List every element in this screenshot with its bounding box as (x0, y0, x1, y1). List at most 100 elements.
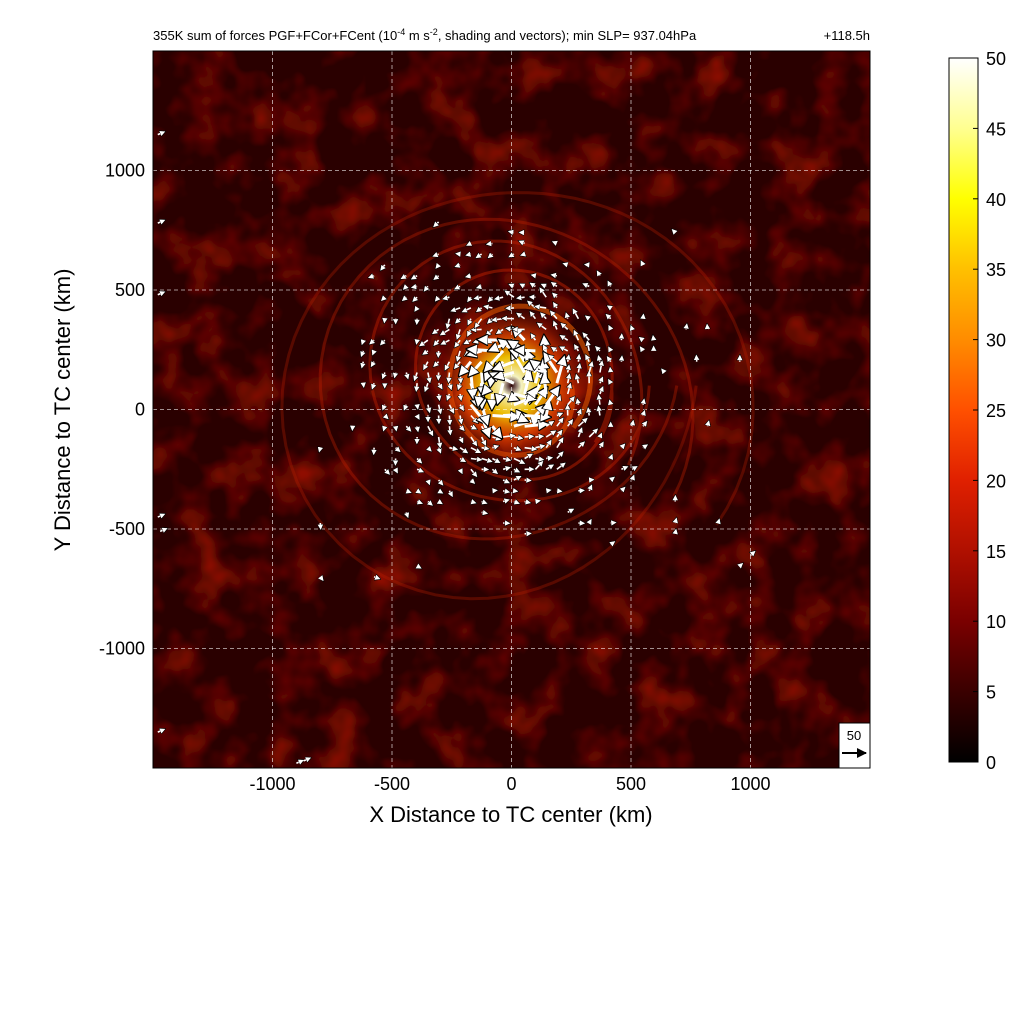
force-vector (381, 297, 384, 300)
spiral-band (414, 268, 614, 482)
force-vector (445, 361, 449, 370)
force-vector (488, 297, 492, 302)
force-vector (451, 308, 461, 311)
force-vector (425, 382, 428, 391)
force-vector (587, 341, 589, 352)
force-vector (595, 346, 600, 351)
force-vector (492, 425, 501, 437)
force-vector (296, 760, 303, 763)
force-vector (583, 333, 590, 341)
force-vector (432, 329, 440, 333)
force-vector (447, 393, 449, 400)
force-vector (578, 364, 580, 373)
force-vector (589, 485, 592, 492)
force-vector (639, 337, 643, 340)
force-vector (544, 353, 559, 374)
force-vector (540, 288, 547, 298)
force-vector (460, 360, 473, 376)
force-vector (556, 463, 565, 470)
colorbar-tick-label: 15 (986, 542, 1006, 562)
force-vector (455, 319, 460, 324)
force-vector (385, 416, 388, 419)
force-vector (524, 416, 550, 418)
force-vector (449, 415, 450, 425)
force-vector (439, 502, 443, 504)
force-vector (481, 448, 489, 449)
force-vector (509, 254, 514, 257)
force-vector (502, 467, 510, 469)
force-vector (369, 276, 375, 278)
force-vector (531, 334, 536, 341)
force-vector (385, 469, 390, 474)
force-vector (621, 356, 622, 362)
force-vector (449, 404, 454, 414)
force-vector (157, 132, 165, 135)
force-vector (502, 435, 515, 437)
force-vector (535, 446, 544, 448)
force-vector (643, 314, 644, 319)
force-vector (373, 351, 375, 355)
force-vector (505, 291, 515, 298)
force-vector (434, 340, 439, 345)
force-vector (589, 362, 592, 373)
force-vector (576, 374, 578, 384)
force-vector (524, 454, 533, 459)
force-vector (417, 502, 422, 504)
force-vector (589, 519, 591, 523)
force-vector (513, 448, 521, 451)
force-vector (434, 222, 439, 227)
reference-vector-label: 50 (847, 728, 861, 743)
force-vector (157, 729, 165, 732)
force-vector (609, 325, 611, 329)
force-vector (662, 369, 665, 373)
force-vector (632, 475, 634, 480)
force-vector (535, 436, 543, 437)
force-vector (583, 284, 590, 287)
force-vector (370, 340, 375, 344)
colorbar-tick-label: 5 (986, 683, 996, 703)
force-vector (551, 282, 558, 286)
force-vector (653, 336, 654, 341)
force-vector (476, 308, 481, 312)
force-vector (456, 254, 460, 255)
force-vector (423, 351, 428, 355)
colorbar-tick-label: 25 (986, 401, 1006, 421)
force-vector (403, 286, 406, 289)
force-vector (502, 480, 509, 483)
force-vector (567, 397, 575, 406)
force-vector (597, 271, 600, 276)
force-vector (492, 446, 498, 448)
force-vector (406, 372, 408, 380)
force-vector (560, 335, 569, 341)
force-vector (381, 265, 385, 270)
force-vector (556, 418, 563, 427)
force-vector (577, 442, 584, 449)
force-vector (535, 306, 547, 308)
force-vector (396, 469, 398, 473)
force-vector (632, 420, 633, 427)
time-label: +118.5h (824, 28, 870, 43)
force-vector (406, 426, 411, 431)
force-vector (320, 577, 323, 581)
force-vector (363, 383, 364, 387)
force-vector (449, 448, 457, 450)
force-vectors (157, 132, 755, 764)
force-vector (610, 367, 611, 372)
force-vector (157, 220, 165, 223)
force-vector (496, 329, 504, 333)
force-vector (513, 469, 520, 472)
force-vector (643, 399, 644, 405)
force-vector (513, 437, 523, 438)
x-axis-title: X Distance to TC center (km) (369, 802, 652, 827)
force-vector (439, 436, 441, 448)
force-vector (574, 345, 578, 352)
force-vector (556, 413, 563, 415)
force-vector (521, 254, 525, 255)
force-vector (482, 502, 487, 504)
x-axis-ticks: -1000 -500 0 500 1000 (249, 774, 770, 794)
colorbar-tick-label: 20 (986, 471, 1006, 491)
force-vector (519, 241, 525, 243)
force-vector (577, 418, 587, 427)
force-vector (449, 490, 452, 497)
force-vector (439, 404, 441, 414)
